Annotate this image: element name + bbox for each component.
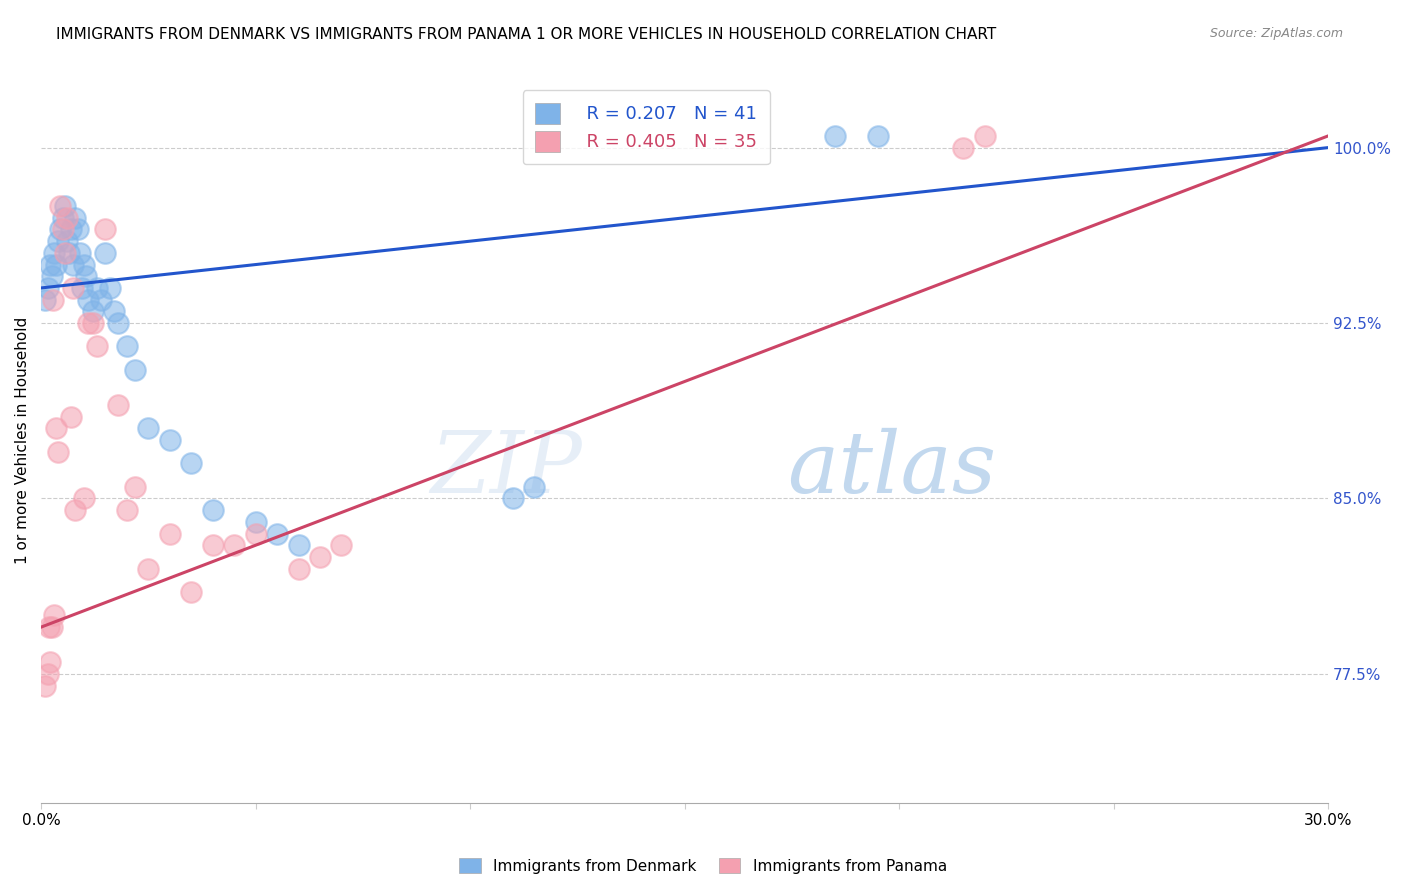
Point: [98, 281, 121, 295]
Point: [502, 491, 524, 506]
Text: atlas: atlas: [787, 427, 997, 510]
Legend: Immigrants from Denmark, Immigrants from Panama: Immigrants from Denmark, Immigrants from…: [453, 852, 953, 880]
Point: [41, 269, 63, 284]
Point: [42, 245, 65, 260]
Point: [115, 339, 138, 353]
Point: [37, 666, 59, 681]
Point: [952, 140, 974, 154]
Point: [94, 245, 117, 260]
Point: [77, 316, 100, 330]
Point: [115, 503, 138, 517]
Point: [38, 620, 60, 634]
Point: [56, 211, 79, 225]
Point: [46, 234, 69, 248]
Point: [46, 444, 69, 458]
Point: [103, 304, 125, 318]
Point: [58, 245, 80, 260]
Legend:   R = 0.207   N = 41,   R = 0.405   N = 35: R = 0.207 N = 41, R = 0.405 N = 35: [523, 90, 769, 164]
Point: [245, 515, 267, 529]
Point: [159, 433, 181, 447]
Text: ZIP: ZIP: [430, 427, 582, 510]
Point: [94, 222, 117, 236]
Point: [159, 526, 181, 541]
Point: [75, 269, 97, 284]
Point: [49, 222, 72, 236]
Y-axis label: 1 or more Vehicles in Household: 1 or more Vehicles in Household: [15, 317, 30, 564]
Point: [65, 211, 87, 225]
Point: [62, 281, 84, 295]
Point: [37, 281, 59, 295]
Point: [45, 258, 67, 272]
Point: [70, 281, 93, 295]
Point: [62, 258, 84, 272]
Point: [245, 526, 267, 541]
Point: [42, 608, 65, 623]
Point: [56, 234, 79, 248]
Point: [974, 128, 997, 143]
Point: [86, 339, 108, 353]
Point: [66, 222, 89, 236]
Point: [330, 538, 353, 552]
Point: [523, 480, 546, 494]
Point: [90, 293, 112, 307]
Point: [65, 503, 87, 517]
Point: [287, 538, 309, 552]
Point: [201, 503, 224, 517]
Point: [138, 561, 160, 575]
Point: [82, 304, 104, 318]
Point: [82, 316, 104, 330]
Point: [107, 316, 129, 330]
Text: IMMIGRANTS FROM DENMARK VS IMMIGRANTS FROM PANAMA 1 OR MORE VEHICLES IN HOUSEHOL: IMMIGRANTS FROM DENMARK VS IMMIGRANTS FR…: [56, 27, 997, 42]
Point: [38, 258, 60, 272]
Point: [69, 245, 91, 260]
Point: [224, 538, 246, 552]
Point: [138, 421, 160, 435]
Point: [309, 549, 332, 564]
Point: [824, 128, 846, 143]
Point: [866, 128, 889, 143]
Point: [180, 456, 202, 470]
Point: [34, 293, 56, 307]
Point: [34, 679, 56, 693]
Point: [51, 211, 73, 225]
Point: [77, 293, 100, 307]
Point: [60, 222, 83, 236]
Point: [49, 199, 72, 213]
Point: [180, 585, 202, 599]
Point: [201, 538, 224, 552]
Point: [73, 491, 96, 506]
Point: [38, 655, 60, 669]
Text: Source: ZipAtlas.com: Source: ZipAtlas.com: [1209, 27, 1343, 40]
Point: [86, 281, 108, 295]
Point: [53, 245, 76, 260]
Point: [51, 222, 73, 236]
Point: [60, 409, 83, 424]
Point: [73, 258, 96, 272]
Point: [124, 363, 146, 377]
Point: [287, 561, 309, 575]
Point: [107, 398, 129, 412]
Point: [42, 293, 65, 307]
Point: [41, 620, 63, 634]
Point: [53, 199, 76, 213]
Point: [45, 421, 67, 435]
Point: [266, 526, 288, 541]
Point: [124, 480, 146, 494]
